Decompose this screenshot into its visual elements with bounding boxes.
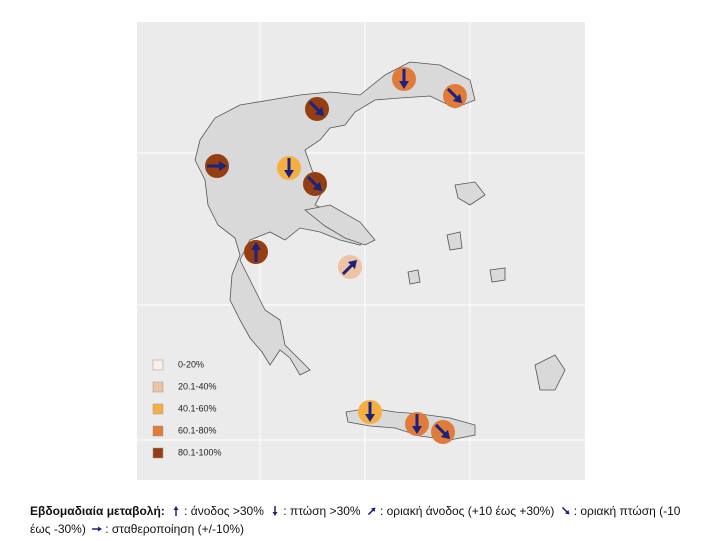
icon-down-right <box>559 505 572 517</box>
markers <box>205 67 468 445</box>
legend-label: 20.1-40% <box>178 381 217 391</box>
caption-item: σταθεροποίηση (+/-10%) <box>111 522 245 536</box>
caption-item: πτώση >30% <box>289 504 361 518</box>
legend-label: 60.1-80% <box>178 425 217 435</box>
legend-swatch <box>152 359 164 371</box>
icon-up-right <box>365 505 378 517</box>
icon-up <box>172 505 180 517</box>
map: 0-20% 20.1-40% 40.1-60% 60.1-80% 80.1-100% <box>137 22 585 480</box>
legend: 0-20% 20.1-40% 40.1-60% 60.1-80% 80.1-100% <box>152 359 222 459</box>
legend-label: 0-20% <box>178 359 204 369</box>
caption-item: άνοδος >30% <box>190 504 264 518</box>
icon-down <box>272 505 279 517</box>
caption-item: οριακή άνοδος (+10 έως +30%) <box>386 504 555 518</box>
caption: Εβδομαδιαία μεταβολή: : άνοδος >30% : πτ… <box>30 504 681 536</box>
legend-swatch <box>152 381 164 393</box>
legend-swatch <box>152 447 164 459</box>
legend-label: 80.1-100% <box>178 447 222 457</box>
caption-item: οριακή πτώση (-10 έως -30%) <box>30 504 681 536</box>
legend-swatch <box>152 403 164 415</box>
legend-label: 40.1-60% <box>178 403 217 413</box>
caption-title: Εβδομαδιαία μεταβολή: <box>30 504 165 518</box>
icon-right <box>91 525 103 533</box>
legend-swatch <box>152 425 164 437</box>
